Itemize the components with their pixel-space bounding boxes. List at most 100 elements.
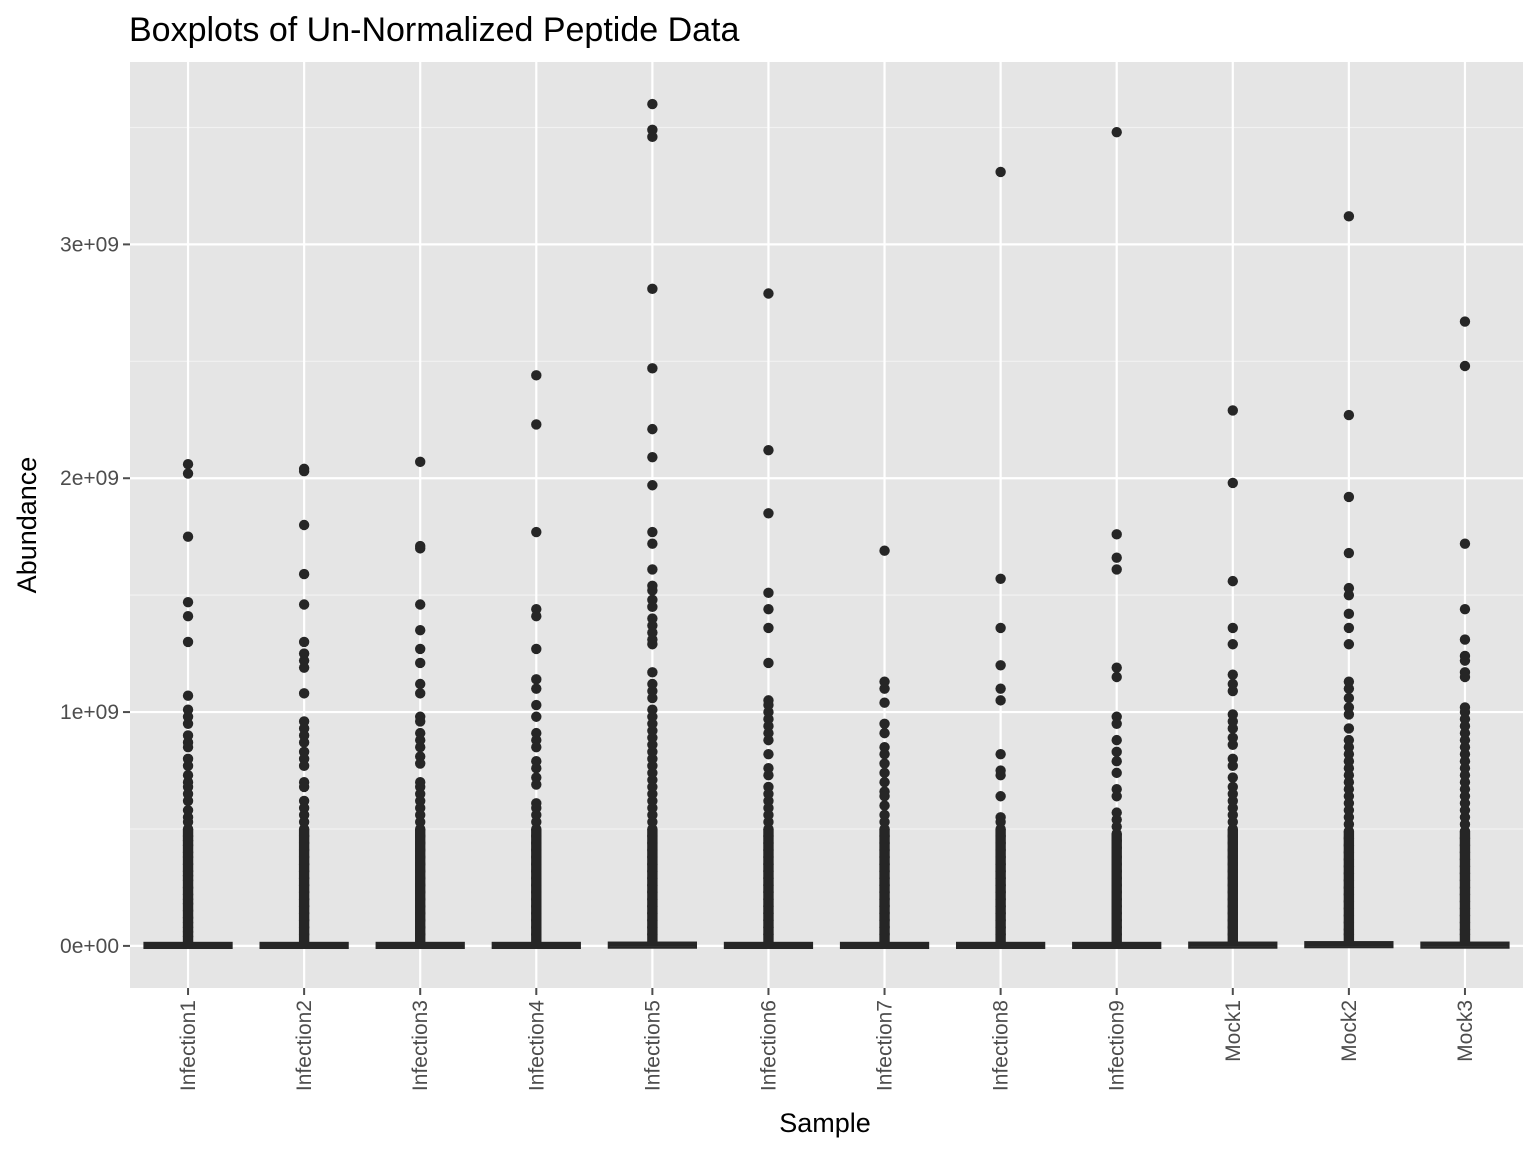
- outlier-point: [647, 585, 658, 596]
- outlier-point: [415, 678, 426, 690]
- outlier-point: [763, 288, 774, 299]
- outlier-point: [182, 718, 194, 729]
- outlier-point: [182, 468, 194, 479]
- outlier-point: [647, 692, 658, 704]
- outlier-point: [531, 699, 542, 711]
- outlier-point: [531, 762, 542, 774]
- dense-outlier-column: [647, 828, 658, 946]
- outlier-point: [879, 697, 890, 708]
- outlier-point: [531, 779, 542, 790]
- dense-outlier-column: [1459, 831, 1471, 946]
- x-tick-label: Infection8: [990, 1000, 1013, 1091]
- dense-outlier-column: [1227, 828, 1238, 946]
- outlier-point: [1111, 718, 1122, 729]
- dense-outlier-column: [763, 828, 774, 946]
- dense-outlier-column: [531, 828, 542, 946]
- outlier-point: [995, 695, 1006, 706]
- outlier-point: [1343, 723, 1355, 734]
- x-tick-label: Mock3: [1454, 1000, 1477, 1062]
- outlier-point: [879, 718, 890, 729]
- outlier-point: [531, 643, 542, 655]
- outlier-point: [647, 363, 658, 374]
- dense-outlier-column: [1111, 833, 1122, 946]
- outlier-point: [1459, 316, 1471, 327]
- outlier-point: [1111, 734, 1122, 746]
- outlier-point: [647, 451, 658, 463]
- outlier-point: [1111, 755, 1122, 767]
- outlier-point: [1459, 671, 1471, 683]
- outlier-point: [1459, 538, 1471, 549]
- outlier-point: [1459, 603, 1471, 615]
- outlier-point: [879, 748, 890, 760]
- outlier-point: [415, 758, 426, 769]
- outlier-point: [531, 419, 542, 430]
- y-axis-title: Abundance: [12, 457, 42, 594]
- x-axis-title: Sample: [779, 1108, 871, 1138]
- outlier-point: [1227, 723, 1238, 734]
- outlier-point: [182, 690, 194, 701]
- outlier-point: [182, 610, 194, 622]
- x-tick-label: Infection3: [409, 1000, 432, 1091]
- x-tick-label: Mock1: [1222, 1000, 1245, 1062]
- outlier-point: [647, 98, 658, 110]
- outlier-point: [647, 639, 658, 650]
- outlier-point: [1111, 671, 1122, 683]
- outlier-point: [298, 519, 310, 531]
- outlier-point: [763, 770, 774, 781]
- outlier-point: [415, 657, 426, 669]
- y-tick-label: 2e+09: [60, 467, 119, 490]
- outlier-point: [531, 370, 542, 381]
- outlier-point: [1459, 360, 1471, 372]
- outlier-point: [1343, 589, 1355, 601]
- outlier-point: [879, 791, 890, 802]
- x-tick-label: Infection4: [525, 1000, 548, 1091]
- y-tick-label: 1e+09: [60, 701, 119, 724]
- outlier-point: [995, 166, 1006, 178]
- y-tick-label: 3e+09: [60, 233, 119, 256]
- outlier-point: [298, 599, 310, 610]
- outlier-point: [298, 760, 310, 772]
- outlier-point: [1343, 491, 1355, 503]
- outlier-point: [415, 741, 426, 753]
- outlier-point: [1459, 634, 1471, 645]
- outlier-point: [647, 601, 658, 613]
- outlier-point: [1111, 662, 1122, 673]
- outlier-point: [879, 727, 890, 739]
- outlier-point: [531, 610, 542, 622]
- outlier-point: [763, 603, 774, 615]
- outlier-point: [415, 688, 426, 699]
- outlier-point: [763, 657, 774, 669]
- outlier-point: [1343, 639, 1355, 650]
- x-tick-label: Infection2: [293, 1000, 316, 1091]
- outlier-point: [1227, 477, 1238, 489]
- outlier-point: [415, 543, 426, 554]
- outlier-point: [647, 480, 658, 491]
- outlier-point: [1227, 760, 1238, 772]
- outlier-point: [415, 599, 426, 610]
- outlier-point: [1227, 622, 1238, 634]
- outlier-point: [1227, 739, 1238, 751]
- outlier-point: [879, 777, 890, 788]
- axes: 0e+00 1e+09 2e+09 3e+09 Infection1 Infection2…: [60, 233, 1477, 1091]
- outlier-point: [415, 643, 426, 655]
- outlier-point: [1459, 655, 1471, 666]
- outlier-point: [647, 283, 658, 295]
- outlier-point: [531, 741, 542, 753]
- outlier-point: [1111, 529, 1122, 540]
- outlier-point: [763, 508, 774, 519]
- outlier-point: [1111, 791, 1122, 802]
- x-tick-label: Infection6: [757, 1000, 780, 1091]
- dense-outlier-column: [298, 828, 310, 946]
- outlier-point: [763, 444, 774, 456]
- outlier-point: [1227, 772, 1238, 783]
- outlier-point: [995, 683, 1006, 694]
- outlier-point: [1111, 746, 1122, 758]
- outlier-point: [995, 573, 1006, 584]
- dense-outlier-column: [1343, 831, 1355, 946]
- outlier-point: [298, 568, 310, 580]
- outlier-point: [415, 625, 426, 636]
- outlier-point: [182, 636, 194, 648]
- outlier-point: [298, 688, 310, 699]
- outlier-point: [1343, 692, 1355, 704]
- outlier-point: [879, 545, 890, 556]
